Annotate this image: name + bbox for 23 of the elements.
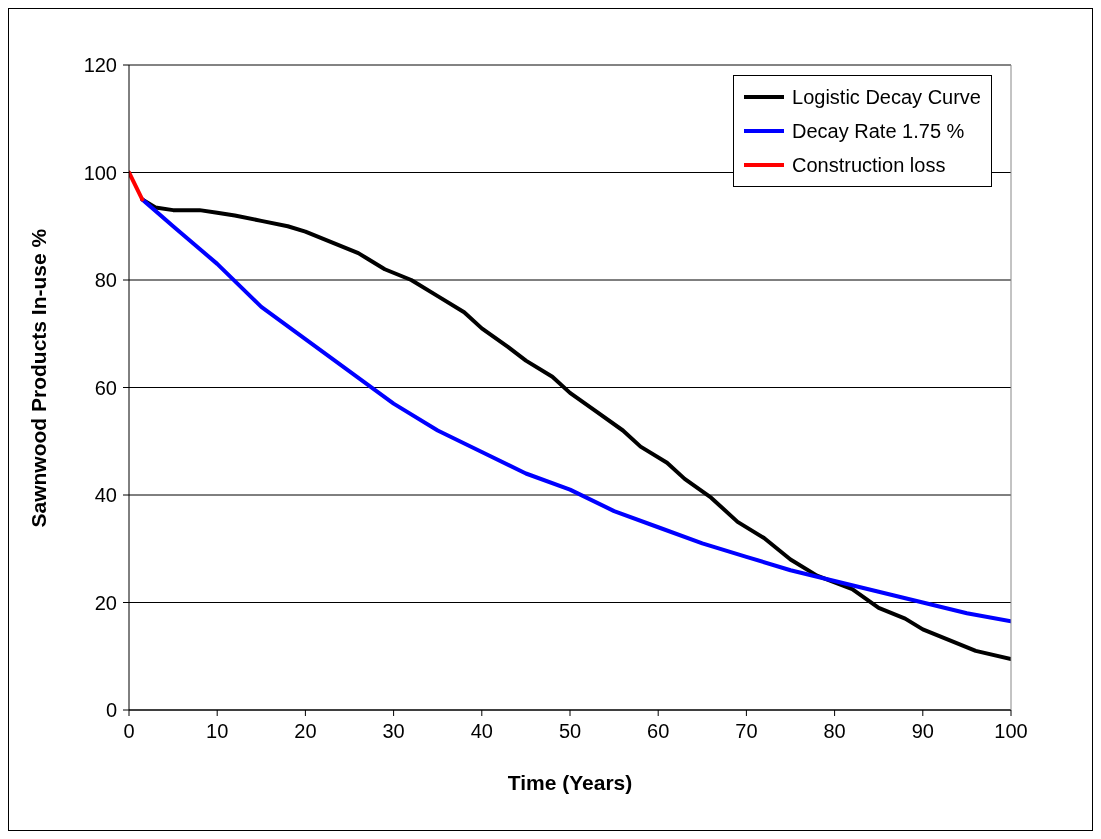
x-tick-label: 90 <box>911 720 934 743</box>
x-tick-label: 0 <box>123 720 135 743</box>
y-tick-label: 120 <box>83 54 117 77</box>
x-tick-label: 30 <box>382 720 405 743</box>
y-tick-label: 0 <box>105 699 117 722</box>
x-tick-label: 80 <box>823 720 846 743</box>
x-tick-label: 40 <box>470 720 493 743</box>
legend-label: Logistic Decay Curve <box>792 85 981 110</box>
x-tick-label: 100 <box>994 720 1028 743</box>
x-tick-label: 70 <box>735 720 758 743</box>
y-tick-label: 100 <box>83 161 117 184</box>
x-tick-label: 10 <box>206 720 229 743</box>
x-tick-label: 60 <box>647 720 670 743</box>
y-tick-label: 20 <box>94 591 117 614</box>
legend-label: Construction loss <box>792 153 946 178</box>
legend-label: Decay Rate 1.75 % <box>792 119 965 144</box>
y-axis-title: Sawnwood Products In-use % <box>27 228 51 528</box>
x-axis-title: Time (Years) <box>507 771 633 794</box>
y-tick-label: 40 <box>94 484 117 507</box>
x-tick-label: 50 <box>558 720 582 743</box>
y-tick-label: 60 <box>94 376 117 399</box>
y-tick-label: 80 <box>94 269 117 292</box>
x-tick-label: 20 <box>294 720 317 743</box>
